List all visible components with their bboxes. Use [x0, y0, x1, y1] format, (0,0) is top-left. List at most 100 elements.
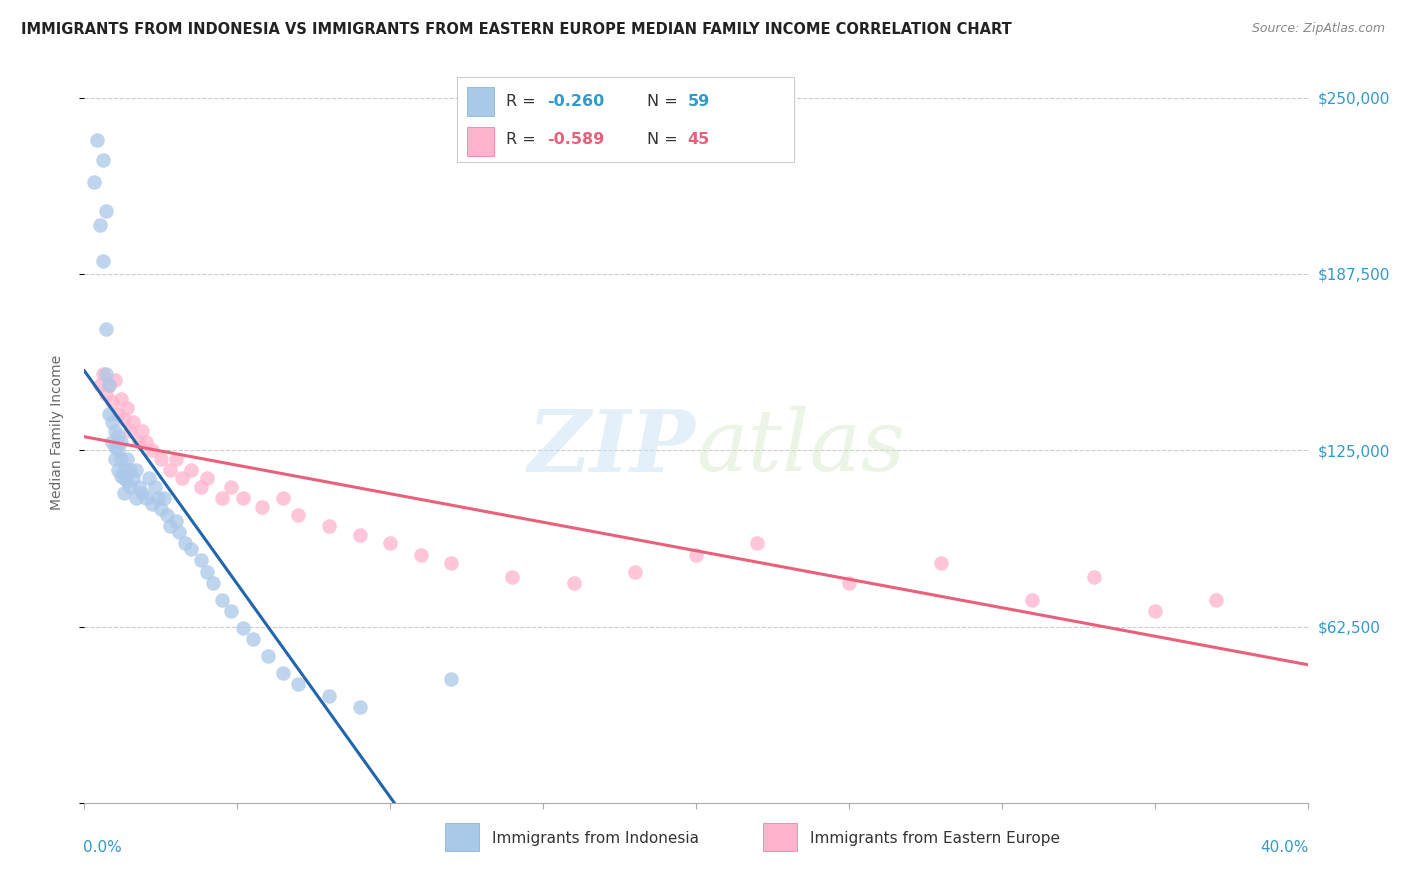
Point [318, 689, 340, 703]
Point [165, 514, 187, 528]
Point [110, 434, 132, 449]
Point [287, 508, 309, 522]
Point [172, 471, 194, 485]
Point [409, 548, 432, 562]
Point [271, 491, 294, 506]
Point [159, 463, 181, 477]
Text: Immigrants from Indonesia: Immigrants from Indonesia [492, 830, 699, 846]
Point [101, 415, 124, 429]
Point [159, 519, 181, 533]
Point [201, 575, 224, 590]
Point [174, 536, 197, 550]
Point [131, 424, 153, 438]
Point [685, 548, 707, 562]
Text: Immigrants from Eastern Europe: Immigrants from Eastern Europe [810, 830, 1060, 846]
Point [101, 395, 124, 409]
Point [195, 471, 218, 485]
Point [107, 443, 129, 458]
Text: -0.589: -0.589 [547, 132, 605, 147]
Point [195, 565, 218, 579]
Point [141, 497, 163, 511]
Point [502, 570, 524, 584]
Point [91, 254, 114, 268]
Point [115, 475, 138, 489]
Point [128, 480, 150, 494]
Point [112, 463, 135, 477]
Point [349, 699, 371, 714]
Point [1143, 604, 1166, 618]
Text: -0.260: -0.260 [547, 94, 605, 109]
Point [97, 407, 120, 421]
FancyBboxPatch shape [446, 822, 479, 851]
Point [104, 373, 127, 387]
Point [211, 592, 233, 607]
Point [112, 485, 135, 500]
Point [120, 480, 142, 494]
Text: ZIP: ZIP [529, 406, 696, 489]
Point [122, 471, 145, 485]
Point [349, 528, 371, 542]
Text: N =: N = [647, 94, 683, 109]
Point [250, 500, 273, 514]
FancyBboxPatch shape [467, 128, 494, 155]
Point [91, 367, 114, 381]
FancyBboxPatch shape [467, 87, 494, 116]
Point [156, 508, 179, 522]
Point [440, 672, 463, 686]
Point [97, 378, 120, 392]
Point [112, 471, 135, 485]
Point [257, 649, 280, 664]
Text: 59: 59 [688, 94, 710, 109]
Point [232, 491, 254, 506]
Point [94, 322, 117, 336]
Point [141, 443, 163, 458]
Point [165, 451, 187, 466]
Point [110, 468, 132, 483]
Point [242, 632, 264, 647]
Point [107, 429, 129, 443]
Point [101, 434, 124, 449]
Point [190, 553, 212, 567]
Point [125, 491, 148, 506]
Point [146, 491, 169, 506]
Point [624, 565, 647, 579]
Text: 40.0%: 40.0% [1260, 839, 1309, 855]
Point [380, 536, 402, 550]
Point [120, 463, 142, 477]
Point [135, 491, 157, 506]
Point [107, 407, 129, 421]
Point [86, 133, 108, 147]
Text: Source: ZipAtlas.com: Source: ZipAtlas.com [1251, 22, 1385, 36]
FancyBboxPatch shape [763, 822, 797, 851]
Text: 0.0%: 0.0% [83, 839, 122, 855]
Point [104, 441, 127, 455]
Point [440, 556, 463, 570]
Text: IMMIGRANTS FROM INDONESIA VS IMMIGRANTS FROM EASTERN EUROPE MEDIAN FAMILY INCOME: IMMIGRANTS FROM INDONESIA VS IMMIGRANTS … [21, 22, 1012, 37]
Y-axis label: Median Family Income: Median Family Income [49, 355, 63, 510]
Point [219, 480, 242, 494]
Point [180, 463, 202, 477]
Point [1083, 570, 1105, 584]
Point [138, 471, 160, 485]
Point [112, 412, 135, 426]
Point [128, 434, 150, 449]
Point [747, 536, 769, 550]
Point [318, 519, 340, 533]
Text: 45: 45 [688, 132, 710, 147]
Point [190, 480, 212, 494]
Point [1021, 592, 1043, 607]
Point [929, 556, 952, 570]
FancyBboxPatch shape [457, 78, 794, 162]
Point [211, 491, 233, 506]
Point [149, 451, 172, 466]
Point [153, 491, 176, 506]
Point [97, 378, 120, 392]
Text: R =: R = [506, 132, 541, 147]
Point [122, 415, 145, 429]
Point [232, 621, 254, 635]
Point [83, 175, 105, 189]
Point [131, 485, 153, 500]
Point [143, 480, 166, 494]
Point [149, 502, 172, 516]
Point [219, 604, 242, 618]
